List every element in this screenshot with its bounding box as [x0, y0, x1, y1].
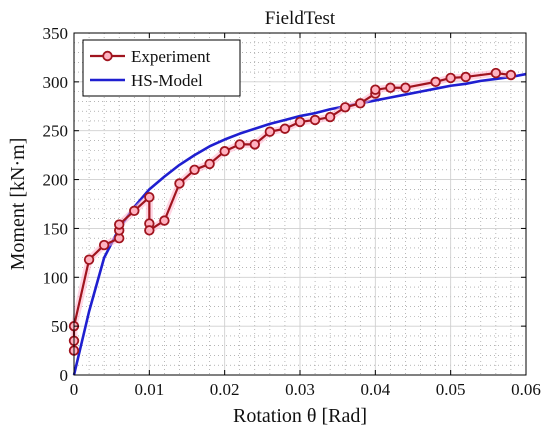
y-tick-label: 300: [43, 73, 69, 92]
data-point-experiment: [234, 139, 245, 150]
legend-marker-experiment: [102, 50, 113, 62]
data-point-experiment: [460, 71, 471, 83]
data-point-experiment: [340, 102, 351, 113]
y-tick-label: 250: [43, 122, 69, 141]
data-point-experiment: [324, 111, 336, 123]
y-tick-label: 0: [60, 366, 69, 385]
y-tick-label: 350: [43, 24, 69, 43]
data-point-experiment: [355, 98, 366, 109]
data-point-experiment: [174, 178, 185, 189]
data-point-experiment: [129, 205, 140, 217]
x-tick-label: 0.05: [436, 380, 466, 399]
tick-layer: 0 0.01 0.02 0.03 0.04 0.05 0.06 0 50 100 150 200 250…: [43, 24, 541, 399]
data-point-experiment: [505, 69, 517, 81]
data-point-experiment: [83, 254, 95, 265]
data-point-experiment: [279, 123, 291, 134]
series-glow-experiment: [70, 69, 515, 355]
data-point-experiment: [98, 239, 110, 251]
data-point-experiment: [294, 116, 306, 128]
data-point-experiment: [204, 158, 215, 170]
data-point-experiment: [144, 191, 155, 203]
data-point-experiment: [430, 76, 441, 88]
legend-box: [82, 39, 241, 97]
x-tick-label: 0.06: [511, 380, 541, 399]
data-point-experiment: [445, 72, 456, 84]
data-point-experiment: [385, 82, 396, 93]
data-point-experiment: [113, 219, 125, 230]
x-tick-label: 0.02: [210, 380, 240, 399]
data-point-experiment: [189, 164, 200, 176]
x-axis-title: Rotation θ [Rad]: [233, 405, 367, 427]
y-axis-title: Moment [kN·m]: [7, 138, 29, 271]
x-tick-label: 0.04: [360, 380, 390, 399]
y-tick-label: 150: [43, 219, 69, 238]
chart-title: FieldTest: [265, 8, 336, 29]
series-line-hs-model: [72, 72, 527, 376]
x-tick-label: 0: [70, 380, 79, 399]
series-layer: [68, 67, 527, 376]
x-tick-label: 0.03: [285, 380, 315, 399]
legend-label-hs-model: HS-Model: [131, 71, 203, 90]
data-point-experiment: [370, 84, 381, 95]
data-point-experiment: [249, 139, 261, 150]
data-point-experiment: [309, 114, 321, 126]
data-point-experiment: [264, 126, 276, 137]
y-tick-label: 100: [43, 268, 69, 287]
y-tick-label: 50: [51, 317, 68, 336]
data-point-experiment: [159, 215, 170, 226]
data-point-experiment: [400, 82, 411, 93]
x-tick-label: 0.01: [134, 380, 164, 399]
series-line-experiment: [72, 71, 512, 351]
y-tick-label: 200: [43, 171, 69, 190]
data-point-experiment: [490, 67, 502, 79]
data-point-experiment: [219, 146, 230, 157]
legend-label-experiment: Experiment: [131, 47, 211, 66]
legend: Experiment HS-Model: [82, 39, 241, 97]
data-point-experiment: [144, 225, 155, 236]
